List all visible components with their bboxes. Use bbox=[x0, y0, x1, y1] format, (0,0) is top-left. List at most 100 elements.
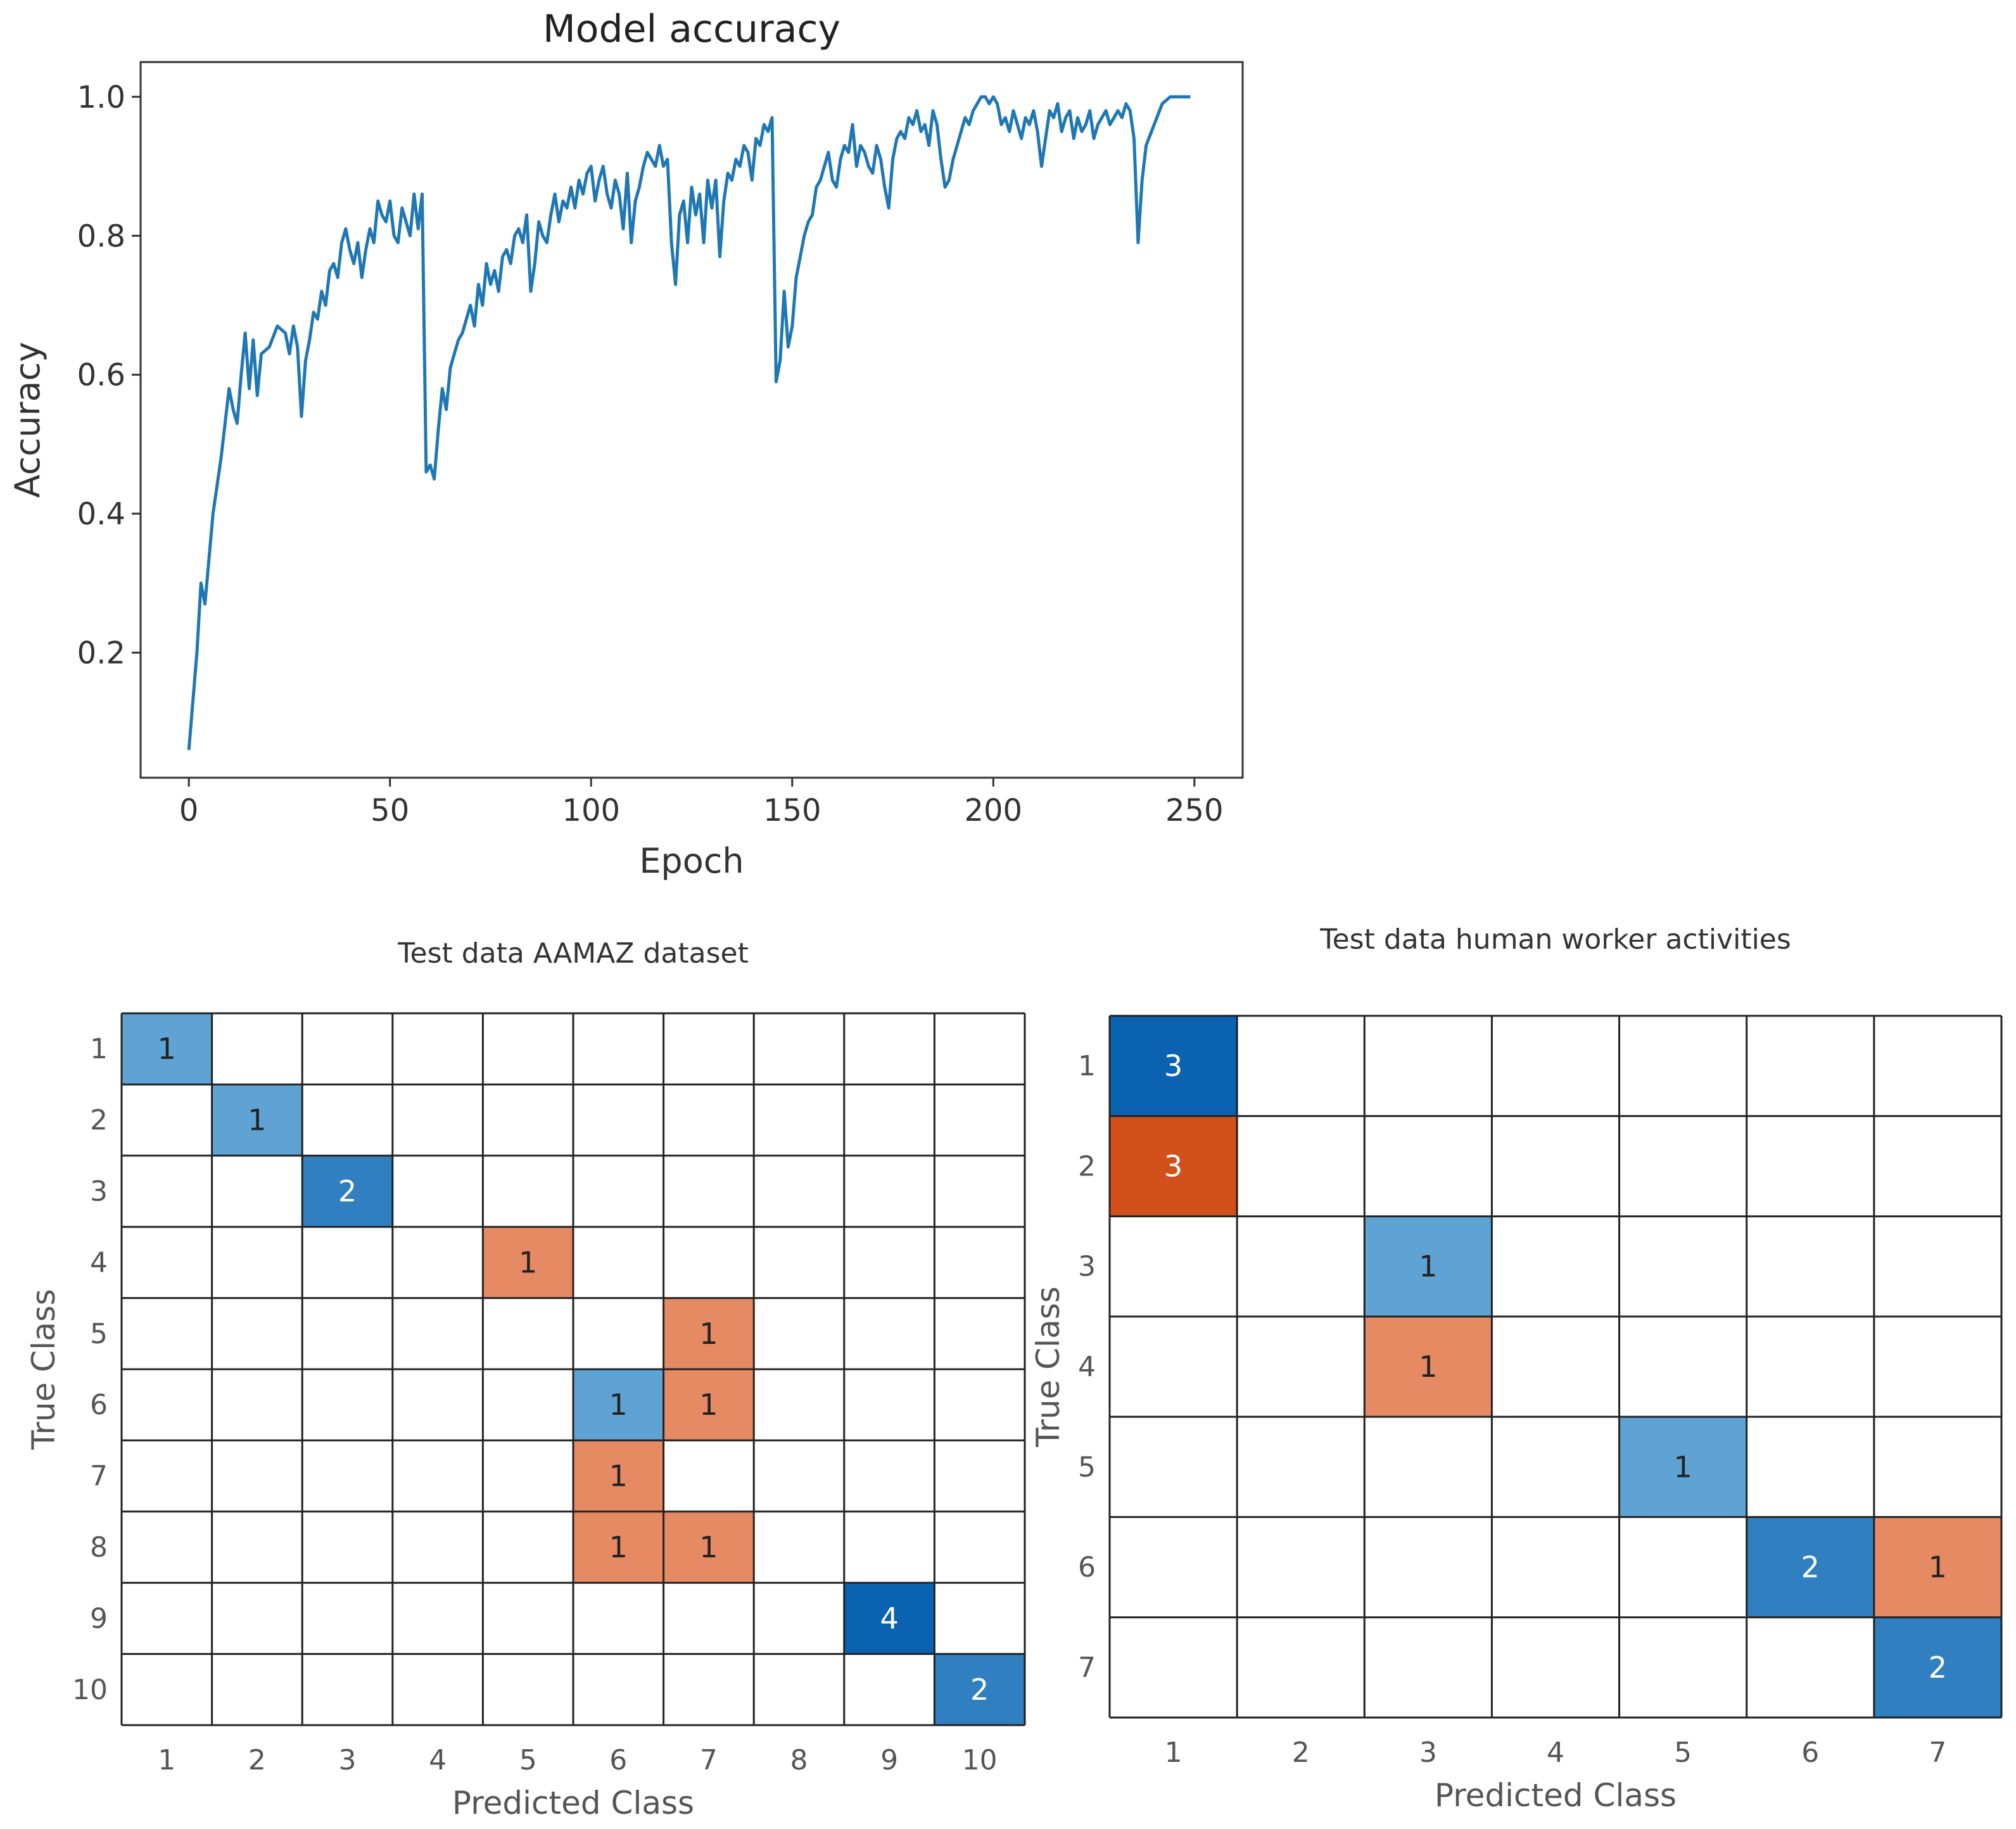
cm-worker-cell-value: 1 bbox=[1674, 1450, 1692, 1484]
cm-worker-cell-r5-c5 bbox=[1619, 1417, 1747, 1517]
x-tick-label: 100 bbox=[562, 793, 620, 828]
cm-worker-cell-r3-c3 bbox=[1364, 1216, 1492, 1317]
cm-worker-cell-value: 1 bbox=[1419, 1250, 1437, 1284]
cm-aamaz-cell-value: 1 bbox=[609, 1388, 628, 1422]
cm-aamaz-cell-r8-c7 bbox=[663, 1511, 754, 1583]
cm-worker-cell-value: 1 bbox=[1929, 1550, 1947, 1585]
cm-aamaz-cell-value: 1 bbox=[699, 1388, 718, 1422]
cm-aamaz-col-label: 8 bbox=[790, 1744, 808, 1776]
cm-worker-cell-r6-c6 bbox=[1746, 1517, 1874, 1617]
cm-aamaz-cell-value: 1 bbox=[158, 1032, 176, 1066]
cm-aamaz-cell-value: 1 bbox=[609, 1530, 628, 1564]
cm-worker-row-label: 1 bbox=[1078, 1050, 1096, 1082]
cm-aamaz-cell-r7-c6 bbox=[573, 1440, 664, 1512]
cm-aamaz-cell-r1-c1 bbox=[122, 1013, 212, 1085]
cm-aamaz-col-label: 3 bbox=[339, 1744, 357, 1776]
cm-worker-cell-value: 3 bbox=[1164, 1149, 1182, 1183]
cm-aamaz-row-label: 2 bbox=[90, 1104, 108, 1137]
cm-worker-col-label: 6 bbox=[1801, 1737, 1819, 1769]
cm-worker-row-label: 5 bbox=[1078, 1451, 1096, 1483]
cm-aamaz-col-label: 9 bbox=[880, 1744, 898, 1776]
cm-worker-cell-r7-c7 bbox=[1873, 1617, 2001, 1718]
cm-aamaz-row-label: 7 bbox=[90, 1460, 108, 1493]
cm-aamaz-x-axis-label: Predicted Class bbox=[452, 1785, 694, 1821]
cm-aamaz-col-label: 2 bbox=[248, 1744, 266, 1776]
cm-aamaz-cell-value: 2 bbox=[338, 1174, 357, 1208]
cm-aamaz-cell-r8-c6 bbox=[573, 1511, 664, 1583]
cm-aamaz-cell-value: 1 bbox=[699, 1317, 718, 1351]
cm-worker-col-label: 3 bbox=[1419, 1737, 1437, 1769]
cm-worker-col-label: 7 bbox=[1929, 1737, 1946, 1769]
cm-aamaz-row-label: 5 bbox=[90, 1318, 108, 1350]
cm-aamaz-cell-r5-c7 bbox=[663, 1298, 754, 1369]
y-tick-label: 0.8 bbox=[77, 218, 125, 254]
cm-aamaz-cell-value: 1 bbox=[609, 1459, 628, 1493]
y-tick-label: 0.2 bbox=[77, 636, 125, 671]
cm-aamaz-row-label: 9 bbox=[90, 1602, 108, 1635]
accuracy-line-chart: Model accuracy 0 50 100 150 200 250 0.2 0.4 0.6 0.… bbox=[8, 7, 1244, 881]
cm-worker-col-label: 4 bbox=[1547, 1737, 1564, 1769]
cm-worker-cell-value: 3 bbox=[1164, 1049, 1182, 1083]
cm-aamaz-cell-r3-c3 bbox=[302, 1155, 393, 1227]
accuracy-series-line bbox=[187, 95, 1191, 750]
cm-worker-col-label: 1 bbox=[1165, 1737, 1182, 1769]
cm-aamaz-col-label: 4 bbox=[429, 1744, 447, 1776]
cm-aamaz-row-label: 6 bbox=[90, 1389, 108, 1421]
y-tick-label: 1.0 bbox=[77, 80, 125, 115]
cm-aamaz-row-label: 10 bbox=[72, 1674, 108, 1706]
cm-aamaz-cell-r6-c6 bbox=[573, 1369, 664, 1441]
x-tick-label: 50 bbox=[371, 793, 409, 828]
cm-worker-cell-value: 2 bbox=[1801, 1550, 1820, 1585]
y-axis-label: Accuracy bbox=[8, 342, 48, 498]
cm-aamaz-row-label: 3 bbox=[90, 1175, 108, 1208]
cm-worker-cell-r6-c7 bbox=[1873, 1517, 2001, 1617]
cm-aamaz-col-label: 10 bbox=[962, 1744, 998, 1776]
cm-worker-cell-r4-c3 bbox=[1364, 1316, 1492, 1417]
cm-worker-cell-value: 2 bbox=[1929, 1650, 1947, 1685]
cm-worker-cell-r1-c1 bbox=[1110, 1016, 1238, 1117]
cm-worker-row-label: 3 bbox=[1078, 1251, 1096, 1283]
cm-aamaz-cell-value: 1 bbox=[519, 1245, 537, 1279]
cm-aamaz-cell-r2-c2 bbox=[212, 1084, 303, 1156]
cm-worker-cell-r2-c1 bbox=[1110, 1116, 1238, 1217]
x-tick-label: 200 bbox=[964, 793, 1022, 828]
cm-aamaz-col-label: 6 bbox=[609, 1744, 627, 1776]
x-axis-label: Epoch bbox=[639, 841, 744, 881]
cm-aamaz-cell-value: 2 bbox=[970, 1673, 989, 1707]
cm-aamaz-col-label: 1 bbox=[158, 1744, 175, 1776]
cm-worker-row-label: 6 bbox=[1078, 1552, 1096, 1584]
plot-frame bbox=[139, 61, 1244, 779]
cm-worker-x-axis-label: Predicted Class bbox=[1435, 1777, 1677, 1814]
cm-worker-y-axis-label: True Class bbox=[1030, 1286, 1067, 1448]
confusion-matrix-human-worker: Test data human worker activities 3 3 1 1 1 2 1… bbox=[1030, 923, 2003, 1814]
cm-aamaz-row-label: 8 bbox=[90, 1531, 108, 1564]
cm-aamaz-row-label: 1 bbox=[90, 1033, 108, 1065]
y-tick-label: 0.6 bbox=[77, 358, 125, 393]
cm-aamaz-title: Test data AAMAZ dataset bbox=[397, 937, 749, 970]
cm-aamaz-cell-value: 1 bbox=[248, 1103, 266, 1137]
x-tick-label: 0 bbox=[179, 793, 199, 828]
cm-worker-row-label: 2 bbox=[1078, 1150, 1096, 1182]
cm-worker-col-label: 5 bbox=[1674, 1737, 1692, 1769]
cm-aamaz-col-label: 5 bbox=[519, 1744, 537, 1776]
chart-title: Model accuracy bbox=[543, 7, 840, 51]
cm-aamaz-row-label: 4 bbox=[90, 1246, 108, 1279]
cm-aamaz-col-label: 7 bbox=[700, 1744, 718, 1776]
cm-aamaz-cell-r4-c5 bbox=[483, 1227, 573, 1298]
cm-aamaz-cell-r6-c7 bbox=[663, 1369, 754, 1441]
cm-worker-title: Test data human worker activities bbox=[1319, 923, 1791, 956]
cm-aamaz-cell-value: 1 bbox=[699, 1530, 718, 1564]
y-tick-label: 0.4 bbox=[77, 497, 125, 532]
confusion-matrix-aamaz: Test data AAMAZ dataset 1 1 2 1 1 1 1 1 1 1 4 2 1 2 3 4 5… bbox=[25, 937, 1026, 1821]
cm-worker-row-label: 4 bbox=[1078, 1351, 1096, 1383]
cm-worker-cell-value: 1 bbox=[1419, 1350, 1437, 1384]
x-tick-label: 250 bbox=[1165, 793, 1224, 828]
cm-aamaz-cell-r10-c10 bbox=[934, 1654, 1025, 1725]
cm-worker-row-label: 7 bbox=[1078, 1652, 1096, 1684]
cm-aamaz-cell-r9-c9 bbox=[844, 1583, 935, 1654]
cm-aamaz-y-axis-label: True Class bbox=[25, 1289, 62, 1450]
x-tick-label: 150 bbox=[763, 793, 821, 828]
cm-aamaz-cell-value: 4 bbox=[880, 1601, 898, 1635]
cm-worker-col-label: 2 bbox=[1292, 1737, 1310, 1769]
